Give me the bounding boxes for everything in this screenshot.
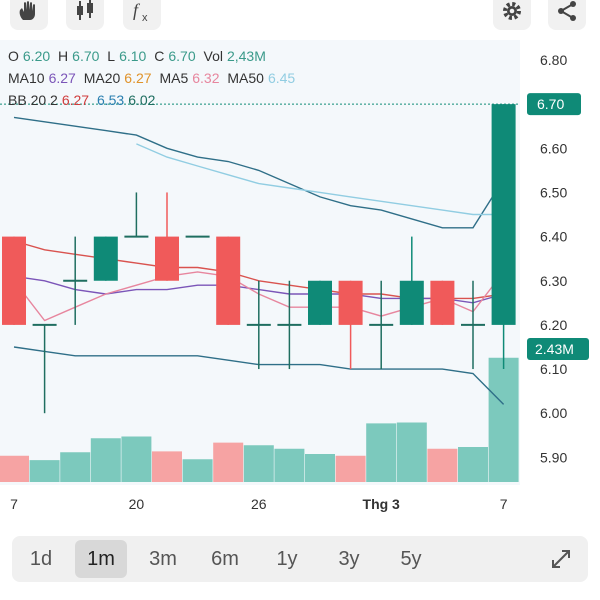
- bb-legend: BB 20 2 6.27 6.53 6.02: [8, 92, 159, 108]
- y-tick-label: 6.40: [540, 229, 567, 245]
- volume-bar: [152, 451, 182, 482]
- x-tick-label: 20: [129, 496, 145, 512]
- period-6m-button[interactable]: 6m: [211, 547, 239, 570]
- volume-bar: [305, 454, 335, 482]
- fullscreen-button[interactable]: [546, 544, 576, 574]
- volume-label: Vol: [203, 48, 223, 64]
- ma50-line: [136, 143, 504, 216]
- y-tick-label: 6.10: [540, 361, 567, 377]
- y-tick-label: 6.50: [540, 184, 567, 200]
- last-price-tag: [527, 93, 581, 116]
- candle-type-button[interactable]: [66, 0, 104, 30]
- candle-body: [308, 280, 332, 325]
- period-1m-button[interactable]: 1m: [75, 540, 127, 578]
- period-3m-button[interactable]: 3m: [149, 547, 177, 570]
- volume-value: 2,43M: [226, 48, 266, 64]
- hand-tool-button[interactable]: [10, 0, 48, 30]
- volume-bar: [60, 452, 91, 482]
- plot-background: [0, 40, 520, 485]
- ma50-value: 6.45: [267, 70, 296, 86]
- indicators-button[interactable]: f x: [123, 0, 161, 30]
- ma50-label: MA50: [227, 70, 264, 86]
- candle-body: [399, 280, 424, 325]
- settings-button[interactable]: [493, 0, 531, 30]
- ohlc-legend: O 6.20 H 6.70 L 6.10 C 6.70 Vol 2,43M: [8, 48, 270, 64]
- candle-body: [491, 104, 516, 325]
- x-tick-label: 7: [500, 496, 508, 512]
- open-label: O: [8, 48, 19, 64]
- ma-legend: MA10 6.27 MA20 6.27 MA5 6.32 MA50 6.45: [8, 70, 299, 86]
- volume-bar: [0, 455, 29, 482]
- ma20-value: 6.27: [124, 70, 152, 86]
- volume-bar: [488, 357, 519, 482]
- volume-bar: [182, 459, 213, 482]
- volume-bar: [458, 447, 488, 482]
- volume-bar: [274, 448, 305, 482]
- ma10-value: 6.27: [48, 70, 76, 86]
- bb-label: BB 20 2: [8, 92, 58, 108]
- close-value: 6.70: [168, 48, 196, 64]
- y-tick-label: 6.20: [540, 317, 567, 333]
- volume-bar: [243, 445, 274, 482]
- volume-bar: [366, 423, 397, 482]
- bb-mid-value: 6.53: [96, 92, 125, 108]
- bb-upper-value: 6.27: [61, 92, 90, 108]
- share-button[interactable]: [548, 0, 586, 30]
- svg-text:x: x: [142, 12, 148, 24]
- y-tick-label: 5.90: [540, 449, 567, 465]
- bb-upper-line: [13, 116, 505, 229]
- candlestick-icon: [77, 0, 93, 20]
- x-tick-label: Thg 3: [363, 496, 401, 512]
- y-tick-label: 6.30: [540, 273, 567, 289]
- function-icon: f x: [133, 0, 148, 24]
- last-price-tag-label: 6.70: [537, 96, 564, 112]
- expand-icon: [552, 550, 570, 568]
- ma20-label: MA20: [83, 70, 121, 86]
- volume-bar: [427, 448, 458, 482]
- ma5-value: 6.32: [192, 70, 220, 86]
- period-1d-button[interactable]: 1d: [29, 547, 53, 570]
- period-selector: 1d 1m 3m 6m 1y 3y 5y: [12, 536, 588, 582]
- ma10-label: MA10: [8, 70, 45, 86]
- period-5y-button[interactable]: 5y: [400, 547, 422, 570]
- share-icon: [558, 1, 576, 21]
- bb-lower-value: 6.02: [128, 92, 156, 108]
- y-tick-label: 6.80: [540, 52, 567, 68]
- candle-body: [2, 236, 26, 325]
- volume-bar: [90, 438, 121, 482]
- x-tick-label: 7: [10, 496, 18, 512]
- volume-tag-label: 2.43M: [535, 341, 574, 357]
- volume-bar: [213, 442, 244, 482]
- high-label: H: [58, 48, 69, 64]
- open-value: 6.20: [22, 48, 51, 64]
- y-tick-label: 6.60: [540, 140, 567, 156]
- price-chart[interactable]: 6.80 6.70 6.60 6.50 6.40 6.30 6.20 6.10 6.00 5.90…: [0, 0, 600, 530]
- hand-icon: [19, 1, 35, 20]
- svg-text:f: f: [133, 0, 141, 20]
- candle-body: [216, 236, 241, 325]
- chart-toolbar: f x: [0, 0, 600, 30]
- volume-bar: [29, 460, 60, 482]
- high-value: 6.70: [72, 48, 100, 64]
- period-3y-button[interactable]: 3y: [338, 547, 360, 570]
- candle-body: [155, 236, 179, 281]
- gear-icon: [503, 2, 521, 20]
- x-tick-label: 26: [251, 496, 267, 512]
- low-label: L: [107, 48, 116, 64]
- low-value: 6.10: [119, 48, 147, 64]
- candle-body: [93, 236, 118, 281]
- volume-bar: [121, 436, 152, 482]
- volume-tag: [527, 338, 589, 360]
- candle-body: [338, 280, 363, 325]
- period-1y-button[interactable]: 1y: [276, 547, 298, 570]
- ma5-label: MA5: [159, 70, 189, 86]
- close-label: C: [154, 48, 165, 64]
- volume-bar: [396, 422, 427, 482]
- volume-bar: [335, 455, 366, 482]
- y-tick-label: 6.00: [540, 405, 567, 421]
- candle-body: [430, 280, 455, 325]
